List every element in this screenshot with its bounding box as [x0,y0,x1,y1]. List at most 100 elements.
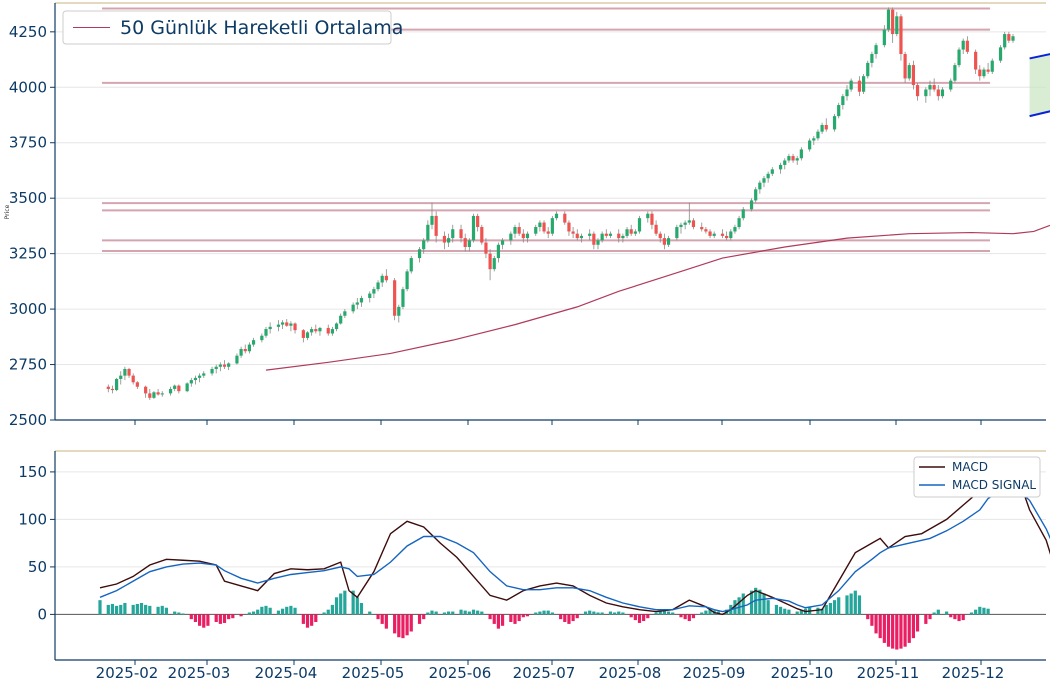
candle-body [318,327,322,332]
price-panel: 2500 2750 3000 3250 3500 3750 4000 4250 Price 5… [4,2,1050,429]
candle [1007,31,1011,43]
candle [376,280,380,292]
histogram-bar [588,610,592,615]
histogram-bar [106,604,110,615]
candle [961,38,965,55]
histogram-bar [895,614,899,650]
candle-body [812,138,816,141]
candle [729,229,733,241]
candle-body [513,227,517,234]
histogram-bar [874,614,878,634]
candle-body [932,85,936,90]
candle [463,233,467,252]
candle-body [247,344,251,352]
histogram-bar [351,590,355,615]
histogram-bar [355,597,359,615]
candle-body [222,364,227,367]
candle [903,51,907,83]
candle-body [289,323,293,326]
histogram-bar [322,612,326,615]
candle [579,233,583,243]
candle-body [264,329,268,336]
candle-body [314,329,318,332]
histogram-bar [214,614,218,622]
histogram-bar [480,611,484,615]
candle-body [268,326,272,330]
histogram-bar [795,611,799,615]
candle-body [837,105,841,117]
candle-body [484,242,488,254]
candle [600,231,604,243]
candle [957,47,961,68]
candle [222,360,227,369]
candle [442,231,447,250]
histogram-bar [957,614,961,622]
candle [982,67,986,79]
histogram-bar [936,609,940,615]
macd-legend-label: MACD [952,460,988,474]
histogram-bar [866,614,870,620]
candle-body [725,235,729,239]
candle [351,302,355,314]
candle [305,331,310,341]
histogram-bar [766,600,770,615]
candle-body [1003,34,1007,48]
histogram-bar [256,609,260,615]
histogram-bar [596,612,600,615]
histogram-bar [384,614,388,629]
candle [608,231,613,239]
candle [310,326,314,336]
xtick-label: 2025-04 [255,664,318,682]
histogram-bar [853,590,857,615]
histogram-bar [247,612,251,615]
histogram-bar [492,614,496,624]
histogram-bar [156,606,160,615]
candle-body [160,393,164,395]
candle [965,36,969,55]
candle [235,353,239,365]
histogram-bar [422,614,426,620]
candle-body [683,222,687,225]
candle-body [758,182,762,190]
histogram-bar [305,614,310,628]
histogram-bar [260,606,264,615]
candle [144,385,148,398]
candle [862,73,866,94]
candle-body [899,16,903,55]
candle-body [285,322,289,326]
candle [874,42,878,59]
histogram-bar [787,609,791,615]
candle-body [795,158,799,161]
price-legend-label: 50 Günlük Hareketli Ortalama [120,17,403,39]
candle [110,385,115,394]
candle-body [849,80,853,90]
histogram-bar [982,607,986,615]
candle-body [866,62,870,77]
candle [330,326,334,336]
macd-legend-box [913,456,1041,498]
candle [621,233,625,243]
candle [372,286,376,299]
histogram-bar [218,614,222,624]
candle-body [243,349,247,352]
histogram-bar [974,609,978,615]
xtick-label: 2025-07 [513,664,576,682]
candle-body [500,240,505,245]
candle [899,14,903,61]
candle-body [687,220,691,223]
candle [513,224,517,239]
price-ylabel: Price [4,204,11,219]
candle [687,202,691,225]
candle [588,229,592,241]
candle-body [127,368,131,376]
candle-body [658,233,662,239]
xtick-label: 2025-05 [342,664,405,682]
histogram-bar [563,614,567,622]
candle-body [754,189,758,201]
candle-body [480,227,484,243]
histogram-bar [181,613,185,615]
histogram-bar [613,612,617,615]
candle-body [509,233,513,241]
candle [430,202,434,230]
candle-body [339,315,343,324]
